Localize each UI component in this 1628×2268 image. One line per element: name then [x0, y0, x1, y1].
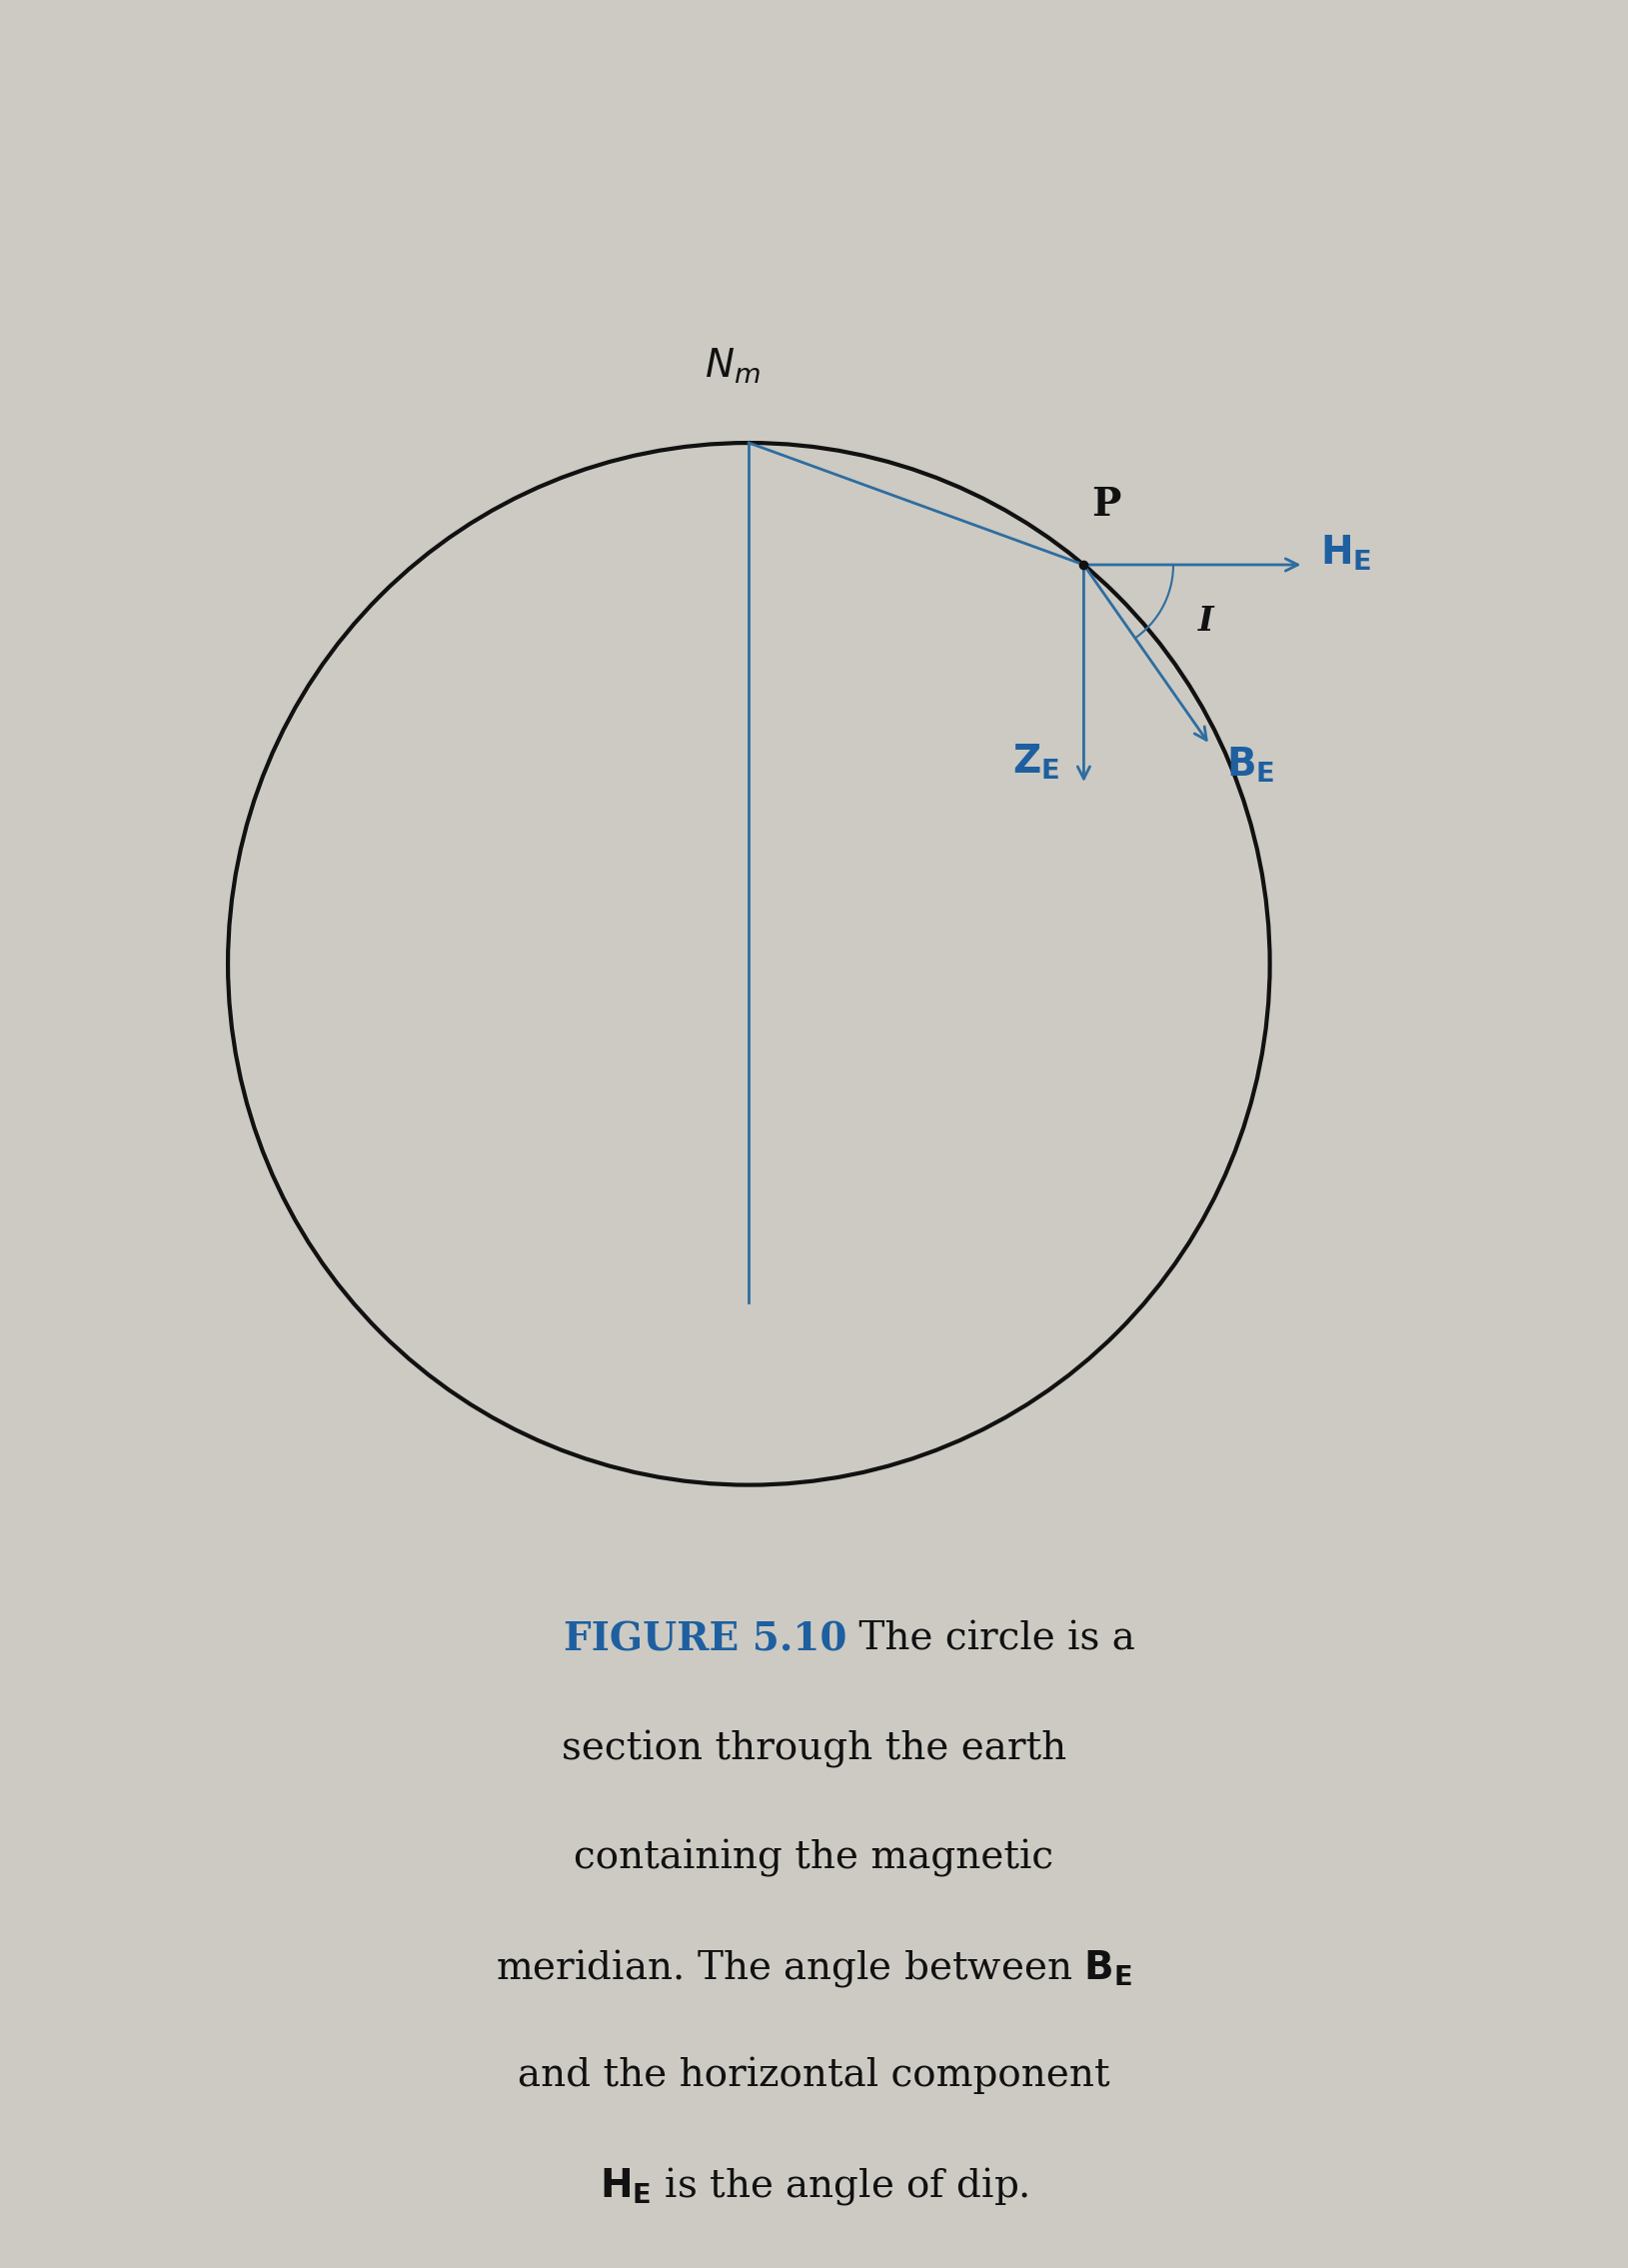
Text: FIGURE 5.10: FIGURE 5.10 — [563, 1622, 847, 1658]
Text: $N_m$: $N_m$ — [705, 347, 760, 386]
Text: $\mathbf{H}_\mathbf{E}$: $\mathbf{H}_\mathbf{E}$ — [1320, 533, 1371, 574]
Text: $\mathbf{Z}_\mathbf{E}$: $\mathbf{Z}_\mathbf{E}$ — [1013, 742, 1060, 782]
Text: P: P — [1092, 485, 1122, 524]
Text: The circle is a: The circle is a — [847, 1622, 1135, 1658]
Text: containing the magnetic: containing the magnetic — [575, 1839, 1053, 1876]
Text: meridian. The angle between $\mathbf{B}_{\mathbf{E}}$: meridian. The angle between $\mathbf{B}_… — [495, 1948, 1133, 1989]
Text: $\mathbf{B}_\mathbf{E}$: $\mathbf{B}_\mathbf{E}$ — [1226, 744, 1275, 785]
Text: section through the earth: section through the earth — [562, 1730, 1066, 1767]
Text: $\mathbf{H}_{\mathbf{E}}$ is the angle of dip.: $\mathbf{H}_{\mathbf{E}}$ is the angle o… — [599, 2166, 1029, 2207]
Text: I: I — [1198, 606, 1213, 637]
Text: and the horizontal component: and the horizontal component — [518, 2057, 1110, 2093]
